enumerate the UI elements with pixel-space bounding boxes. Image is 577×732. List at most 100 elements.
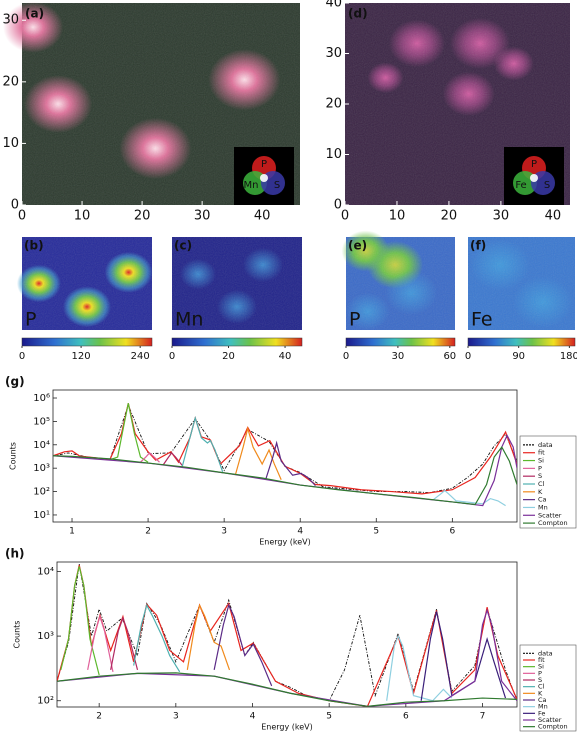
- image-noise: [172, 237, 302, 330]
- series-group: [57, 564, 517, 707]
- plot-area: [52, 389, 518, 523]
- legend-label: fit: [538, 656, 545, 664]
- image-noise: [346, 237, 455, 330]
- y-tick-label: 10⁵: [33, 416, 50, 427]
- y-tick-label: 40: [325, 0, 342, 11]
- colorbar: [21, 337, 153, 347]
- x-tick-label: 2: [96, 712, 102, 722]
- channel-label: S: [544, 180, 550, 191]
- legend-label: Compton: [538, 519, 568, 527]
- x-tick-label: 10: [74, 209, 91, 224]
- series-line: [162, 451, 183, 466]
- legend-label: P: [538, 669, 542, 677]
- y-tick-label: 10⁴: [37, 566, 54, 577]
- y-tick-label: 10: [2, 136, 19, 151]
- y-tick-label: 30: [325, 46, 342, 61]
- y-tick-label: 10⁴: [33, 440, 50, 451]
- x-tick-label: 40: [254, 209, 271, 224]
- series-line: [60, 566, 100, 676]
- x-tick-label: 10: [389, 209, 406, 224]
- series-line: [57, 608, 517, 707]
- series-line: [109, 403, 149, 463]
- legend-label: data: [538, 649, 553, 657]
- channel-overlap: [260, 174, 268, 182]
- x-tick-label: 40: [545, 209, 562, 224]
- legend-box: [519, 435, 577, 529]
- series-line: [140, 452, 160, 463]
- panel-label: (d): [348, 7, 368, 21]
- panel-label: (b): [24, 239, 44, 253]
- colorbar-tick-label: 90: [512, 351, 525, 362]
- series-line: [53, 445, 517, 506]
- colorbar-tick-label: 0: [343, 351, 349, 362]
- x-tick-label: 1: [69, 527, 75, 537]
- legend-label: S: [538, 676, 542, 684]
- series-line: [57, 672, 517, 707]
- legend-label: S: [538, 472, 542, 480]
- legend-label: Fe: [538, 709, 545, 717]
- x-tick-label: 0: [341, 209, 349, 224]
- series-line: [110, 616, 139, 671]
- y-tick-label: 10³: [37, 631, 54, 642]
- y-tick-label: 0: [11, 198, 19, 213]
- x-tick-label: 0: [18, 209, 26, 224]
- panel-label: (a): [25, 7, 44, 21]
- x-tick-label: 6: [403, 712, 409, 722]
- legend-label: Ca: [538, 696, 547, 704]
- colorbar-tick-label: 40: [279, 351, 292, 362]
- legend-label: Compton: [538, 723, 568, 731]
- x-axis-label: Energy (keV): [261, 723, 313, 732]
- y-tick-label: 10¹: [33, 510, 50, 521]
- legend-label: P: [538, 464, 542, 472]
- y-tick-label: 10⁶: [33, 393, 50, 404]
- legend-label: fit: [538, 449, 545, 457]
- colorbar-tick-label: 180: [560, 351, 577, 362]
- series-line: [213, 603, 273, 687]
- channel-overlap: [530, 174, 538, 182]
- colorbar-tick-label: 20: [222, 351, 235, 362]
- legend-label: Si: [538, 457, 544, 465]
- image-noise: [468, 237, 575, 330]
- x-tick-label: 20: [441, 209, 458, 224]
- series-line: [181, 415, 224, 472]
- channel-label: S: [274, 180, 280, 191]
- legend-label: Scatter: [538, 716, 562, 724]
- legend-label: Cl: [538, 683, 545, 691]
- x-tick-label: 4: [250, 712, 256, 722]
- colorbar: [345, 337, 456, 347]
- x-tick-label: 4: [297, 527, 303, 537]
- panel-label: (g): [5, 375, 25, 389]
- y-tick-label: 10³: [33, 463, 50, 474]
- y-tick-label: 10²: [37, 696, 54, 707]
- legend-label: data: [538, 441, 553, 449]
- panel-label: (h): [5, 547, 25, 561]
- element-label: Fe: [471, 309, 493, 331]
- legend-label: Mn: [538, 703, 548, 711]
- legend-label: K: [538, 689, 543, 697]
- y-tick-label: 20: [2, 74, 19, 89]
- panel-label: (e): [348, 239, 367, 253]
- x-tick-label: 5: [373, 527, 379, 537]
- y-tick-label: 10: [325, 147, 342, 162]
- panel-label: (c): [174, 239, 192, 253]
- x-tick-label: 30: [194, 209, 211, 224]
- x-axis-label: Energy (keV): [259, 538, 311, 547]
- x-tick-label: 2: [145, 527, 151, 537]
- colorbar-tick-label: 120: [72, 351, 91, 362]
- colorbar: [171, 337, 303, 347]
- legend-label: Ca: [538, 496, 547, 504]
- x-tick-label: 5: [326, 712, 332, 722]
- colorbar-tick-label: 0: [169, 351, 175, 362]
- y-tick-label: 10²: [33, 487, 50, 498]
- channel-label: Fe: [515, 180, 526, 191]
- channel-label: P: [531, 159, 537, 170]
- x-tick-label: 7: [480, 712, 486, 722]
- y-axis-label: Counts: [13, 621, 22, 649]
- colorbar-tick-label: 30: [392, 351, 405, 362]
- element-label: Mn: [175, 309, 203, 331]
- element-label: P: [349, 309, 360, 331]
- colorbar-tick-label: 0: [465, 351, 471, 362]
- x-tick-label: 3: [221, 527, 227, 537]
- colorbar-tick-label: 60: [443, 351, 456, 362]
- x-tick-label: 6: [449, 527, 455, 537]
